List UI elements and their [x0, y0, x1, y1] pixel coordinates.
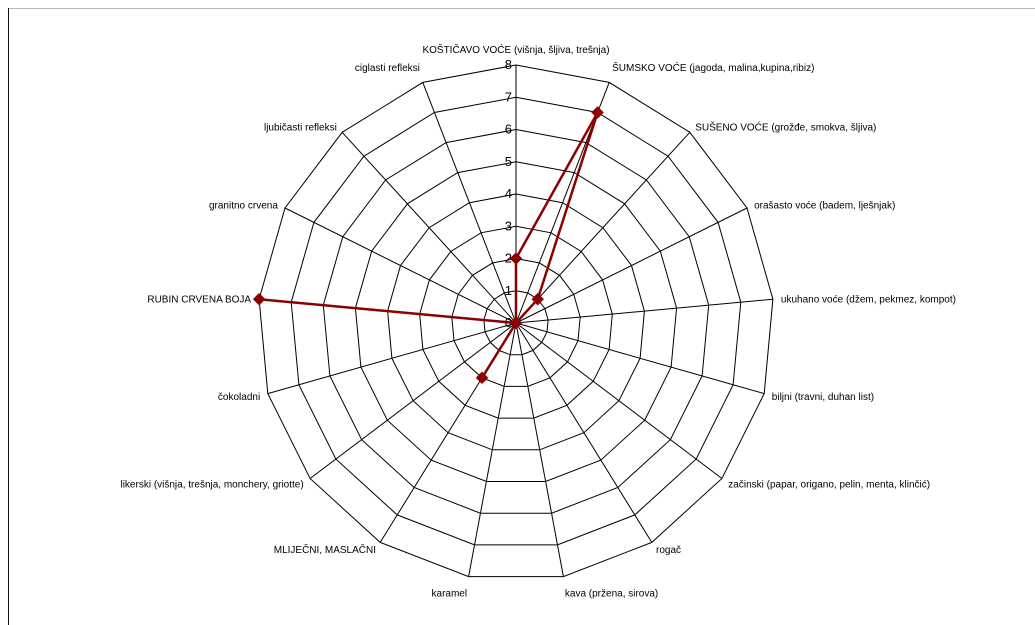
data-point-marker	[475, 371, 489, 385]
spoke-12	[267, 322, 517, 395]
grid	[258, 64, 774, 578]
tick-label: 3	[505, 218, 512, 233]
grid-ring-2	[451, 257, 581, 387]
axis-label: ljubičasti refleksi	[264, 122, 337, 133]
category-labels: KOŠTIČAVO VOĆE (višnja, šljiva, trešnja)…	[120, 43, 955, 600]
series-line	[257, 111, 599, 380]
axis-label: ŠUMSKO VOĆE (jagoda, malina,kupina,ribiz…	[612, 61, 814, 74]
spoke-11	[309, 322, 517, 479]
axis-label: rogač	[656, 545, 681, 556]
axis-label: biljni (travni, duhan list)	[772, 392, 874, 403]
axis-label: ukuhano voće (džem, pekmez, kompot)	[781, 295, 956, 306]
axis-label: kava (pržena, sirova)	[565, 589, 658, 600]
spoke-2	[515, 131, 691, 324]
axis-label: likerski (višnja, trešnja, monchery, gri…	[120, 479, 303, 490]
grid-ring-8	[258, 64, 774, 578]
tick-label: 1	[505, 283, 512, 298]
axis-label: granitno crvena	[209, 200, 278, 211]
grid-ring-1	[483, 290, 549, 356]
tick-label: 6	[505, 122, 512, 137]
grid-ring-6	[322, 128, 710, 514]
tick-label: 7	[505, 89, 512, 104]
axis-label: SUŠENO VOĆE (grožđe, smokva, šljiva)	[695, 120, 876, 133]
data-point-marker	[509, 252, 523, 265]
axis-label: RUBIN CRVENA BOJA	[147, 295, 251, 306]
grid-ring-5	[354, 161, 678, 482]
grid-ring-3	[419, 225, 613, 419]
axis-label: orašasto voće (badem, lješnjak)	[754, 200, 895, 211]
data-point-marker	[252, 292, 266, 306]
axis-label: ciglasti refleksi	[355, 63, 420, 74]
spoke-9	[468, 322, 517, 577]
grid-ring-4	[387, 193, 645, 451]
tick-label: 4	[505, 186, 512, 201]
spoke-16	[422, 82, 517, 324]
axis-label: KOŠTIČAVO VOĆE (višnja, šljiva, trešnja)	[422, 43, 609, 56]
spoke-8	[515, 322, 564, 577]
axis-label: MLIJEČNI, MASLAČNI	[274, 543, 376, 556]
tick-label: 5	[505, 154, 512, 169]
data-point-marker	[531, 292, 545, 306]
grid-ring-7	[290, 96, 742, 546]
spoke-3	[515, 207, 748, 324]
axis-label: karamel	[432, 589, 468, 600]
spoke-14	[284, 207, 517, 324]
spoke-15	[341, 131, 517, 324]
spoke-6	[515, 322, 723, 479]
spoke-5	[515, 322, 765, 395]
frame-top-border	[8, 8, 1035, 9]
data-point-marker	[591, 106, 604, 119]
axis-label: začinski (papar, origano, pelin, menta, …	[728, 479, 930, 490]
frame-left-border	[8, 8, 9, 625]
tick-label: 2	[505, 251, 512, 266]
spoke-7	[515, 322, 653, 543]
tick-label: 8	[505, 57, 512, 72]
spoke-4	[515, 298, 773, 324]
axis-label: čokoladni	[218, 392, 260, 403]
series	[252, 106, 604, 385]
data-point-marker	[509, 316, 523, 330]
